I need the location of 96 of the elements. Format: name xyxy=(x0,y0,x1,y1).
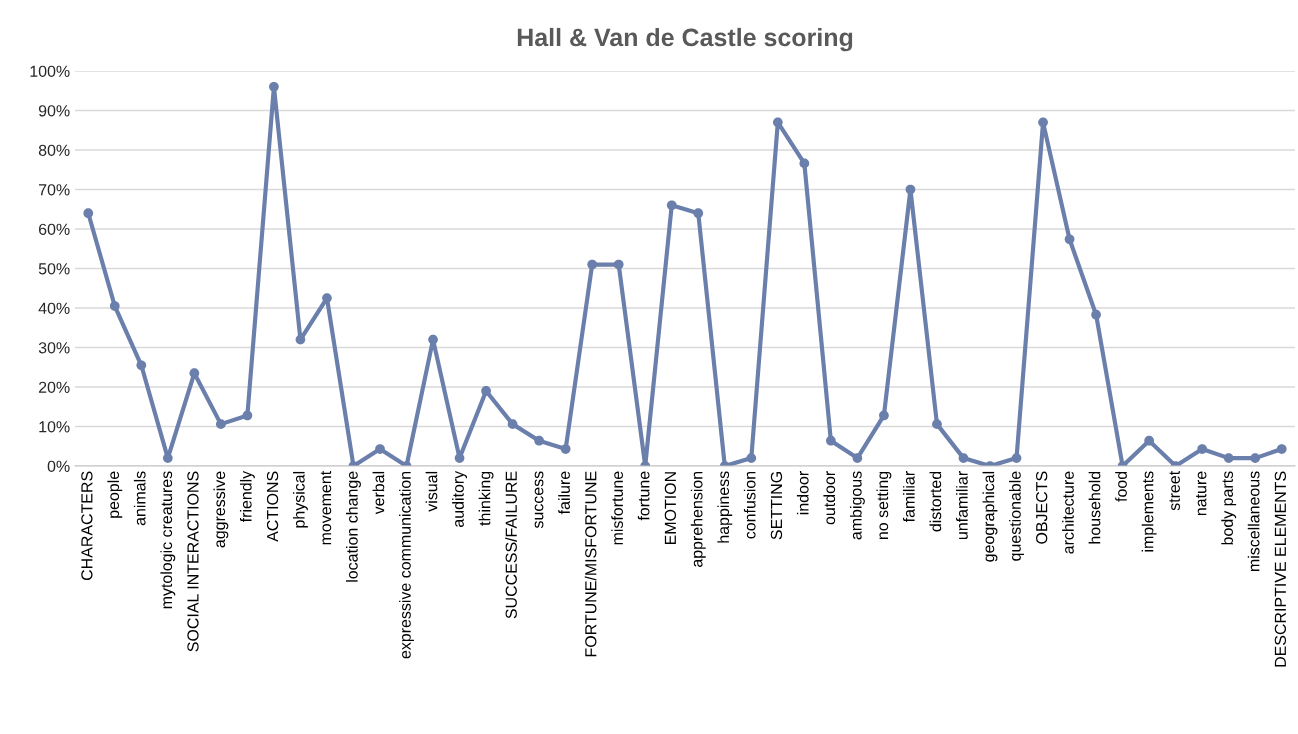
x-tick-label: questionable xyxy=(1009,471,1024,561)
x-tick-label: miscellaneous xyxy=(1247,471,1260,571)
point xyxy=(507,419,518,429)
point xyxy=(375,444,385,454)
point xyxy=(826,435,836,446)
x-tick-label: geographical xyxy=(982,471,998,562)
y-tick-label: 20% xyxy=(38,381,70,393)
x-tick-label: outdoor xyxy=(823,471,836,525)
point xyxy=(772,117,783,128)
point xyxy=(852,453,863,463)
point xyxy=(932,419,942,429)
chart-title: Hall & Van de Castle scoring xyxy=(517,27,853,52)
x-tick-label: mytologic creatures xyxy=(160,471,176,609)
point xyxy=(746,453,757,463)
point xyxy=(269,81,279,92)
x-tick-label: street xyxy=(1169,470,1180,511)
x-tick-label: people xyxy=(107,471,123,518)
x-tick-label: distorted xyxy=(929,471,942,532)
x-tick-label: SOCIAL INTERACTIONS xyxy=(187,471,199,652)
point xyxy=(242,410,253,421)
x-tick-label: friendly xyxy=(239,470,255,523)
y-tick-label: 40% xyxy=(38,302,70,314)
x-tick-label: thinking xyxy=(478,471,494,526)
x-tick-label: aggressive xyxy=(213,471,229,548)
point xyxy=(560,444,571,454)
y-tick-label: 60% xyxy=(38,223,70,235)
x-tick-label: ambigous xyxy=(849,471,865,540)
point xyxy=(162,453,173,463)
x-tick-label: food xyxy=(1115,471,1127,502)
y-tick-label: 80% xyxy=(38,144,70,156)
point xyxy=(295,334,306,345)
point xyxy=(799,158,810,169)
point xyxy=(1038,117,1048,128)
x-tick-label: failure xyxy=(558,471,570,515)
x-tick-label: architecture xyxy=(1062,471,1074,554)
point xyxy=(1064,234,1075,245)
x-tick-label: no setting xyxy=(876,471,892,540)
x-tick-label: DESCRIPTIVE ELEMENTS xyxy=(1274,471,1287,667)
y-tick-label: 100% xyxy=(30,65,70,77)
x-tick-label: ACTIONS xyxy=(266,471,279,542)
y-tick-label: 0% xyxy=(47,460,70,472)
point xyxy=(136,360,147,371)
point xyxy=(613,259,624,270)
x-tick-label: success xyxy=(534,471,544,529)
x-tick-label: nature xyxy=(1195,471,1207,516)
x-tick-label: happiness xyxy=(717,471,733,543)
x-tick-label: household xyxy=(1088,471,1101,544)
point xyxy=(1223,453,1234,463)
x-tick-label: EMOTION xyxy=(664,472,677,545)
point xyxy=(1144,435,1154,446)
x-tick-label: auditory xyxy=(452,470,468,527)
point xyxy=(693,208,704,219)
x-tick-label: location change xyxy=(346,471,361,582)
point xyxy=(428,334,438,345)
point xyxy=(534,435,544,446)
point xyxy=(587,259,598,270)
point xyxy=(216,419,226,429)
x-tick-label: body parts xyxy=(1221,471,1237,545)
x-tick-label: SUCCESS/FAILURE xyxy=(505,471,517,619)
y-tick-label: 50% xyxy=(38,263,70,275)
x-tick-label: expressive communication xyxy=(399,471,414,659)
x-tick-label: animals xyxy=(133,471,146,526)
point xyxy=(879,410,889,421)
x-tick-label: visual xyxy=(425,471,438,512)
point xyxy=(1011,453,1022,463)
x-tick-label: apprehension xyxy=(690,471,706,567)
point xyxy=(1276,444,1287,454)
x-tick-label: indoor xyxy=(796,471,809,515)
y-tick-label: 90% xyxy=(38,105,70,117)
point xyxy=(83,208,94,219)
point xyxy=(1091,309,1101,320)
point xyxy=(958,453,969,463)
x-tick-label: misfortune xyxy=(611,471,623,545)
x-tick-label: confusion xyxy=(743,471,756,539)
y-tick-label: 70% xyxy=(38,184,70,196)
point xyxy=(1250,453,1261,463)
x-tick-label: FORTUNE/MISFORTUNE xyxy=(584,471,597,657)
x-tick-label: OBJECTS xyxy=(1036,471,1048,544)
x-tick-label: familiar xyxy=(902,471,915,523)
point xyxy=(322,293,332,303)
x-tick-label: unfamiliar xyxy=(956,471,968,540)
y-tick-label: 10% xyxy=(39,421,70,433)
point xyxy=(109,301,120,311)
x-tick-label: implements xyxy=(1141,471,1157,552)
y-tick-label: 30% xyxy=(38,342,70,354)
x-tick-label: movement xyxy=(320,470,332,545)
point xyxy=(905,184,916,195)
x-tick-label: CHARACTERS xyxy=(81,471,93,581)
point xyxy=(454,453,465,463)
point xyxy=(666,200,677,211)
x-tick-label: physical xyxy=(292,471,308,528)
x-tick-label: fortune xyxy=(637,471,650,521)
x-tick-label: verbal xyxy=(372,471,385,515)
x-tick-label: SETTING xyxy=(770,472,783,540)
point xyxy=(481,386,491,396)
point xyxy=(1197,444,1208,454)
